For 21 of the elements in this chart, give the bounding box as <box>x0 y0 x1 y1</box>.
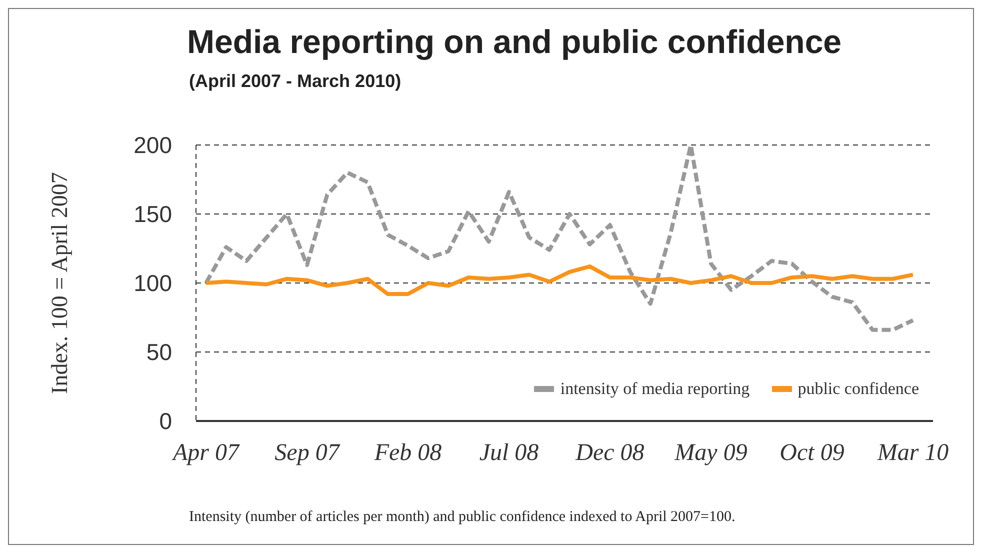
y-tick-label: 50 <box>146 339 172 366</box>
line-series <box>204 145 915 332</box>
x-tick-label: Feb 08 <box>373 440 442 466</box>
x-tick-label: May 09 <box>674 440 748 466</box>
legend-label: intensity of media reporting <box>560 379 750 399</box>
chart-title: Media reporting on and public confidence <box>187 23 842 61</box>
y-tick-label: 0 <box>159 408 172 434</box>
line-series <box>204 264 915 296</box>
x-tick-label: Dec 08 <box>574 440 644 466</box>
y-tick-label: 200 <box>134 132 172 158</box>
y-tick-label: 100 <box>134 270 172 296</box>
x-tick-label: Jul 08 <box>479 440 539 466</box>
x-tick-label: Mar 10 <box>876 440 949 466</box>
y-axis-title: Index. 100 = April 2007 <box>47 172 72 394</box>
y-tick-label: 150 <box>134 201 172 228</box>
x-tick-label: Oct 09 <box>780 440 844 466</box>
text: Intensity (number of articles per month) and public confidence indexed to April 2007=100. <box>189 509 736 526</box>
legend-label: public confidence <box>798 379 919 399</box>
x-tick-label: Apr 07 <box>171 440 240 466</box>
chart-subtitle: (April 2007 - March 2010) <box>189 71 402 92</box>
x-tick-label: Sep 07 <box>274 440 340 466</box>
